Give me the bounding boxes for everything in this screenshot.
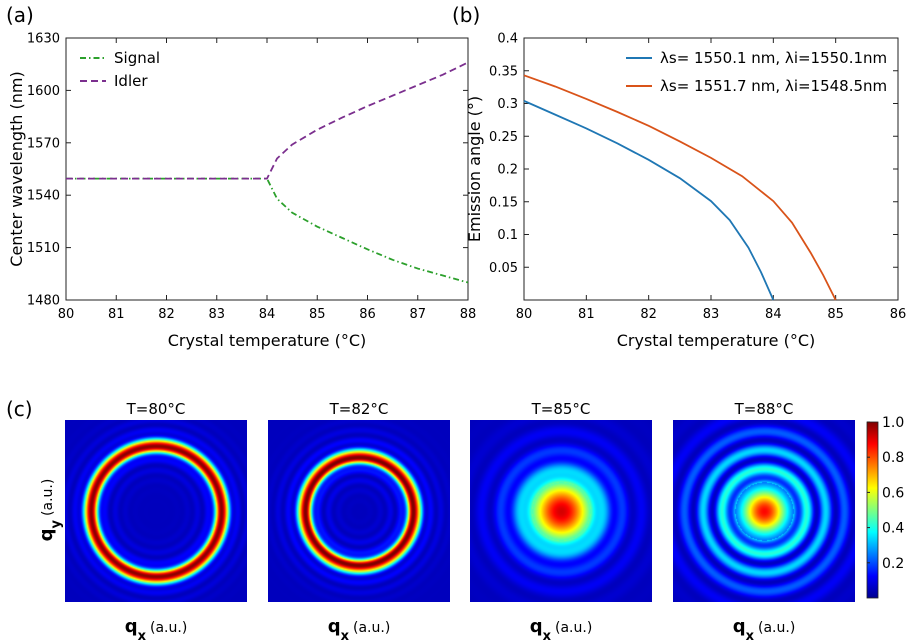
xlabel-unit: (a.u.)	[150, 620, 187, 636]
heatmap-image-2	[470, 420, 652, 602]
y-tick-label: 1480	[27, 294, 60, 309]
ylabel-sub: y	[49, 519, 64, 528]
heatmap-image-1	[268, 420, 450, 602]
heatmap-3: T=88°C qx (a.u.)	[673, 400, 855, 644]
heatmap-title-3: T=88°C	[734, 400, 794, 418]
chart-a-series	[66, 61, 469, 284]
svg-text:qy(a.u.): qy (a.u.)	[36, 479, 64, 542]
series-line-1	[66, 61, 469, 180]
xlabel-q: q	[530, 616, 543, 637]
heatmap-2: T=85°C qx (a.u.)	[470, 400, 652, 644]
heatmap-xlabel-2: qx (a.u.)	[530, 616, 593, 644]
chart-a-legend: Signal Idler	[80, 49, 160, 90]
colorbar	[866, 421, 879, 599]
heatmap-0: T=80°C qx (a.u.)	[65, 400, 247, 644]
heatmap-xlabel-3: qx (a.u.)	[733, 616, 796, 644]
y-tick-label: 0.3	[497, 97, 518, 112]
chart-c-ylabel: qy (a.u.)	[36, 479, 64, 542]
x-tick-label: 87	[409, 307, 426, 322]
chart-a-ylabel: Center wavelength (nm)	[7, 71, 26, 266]
x-tick-label: 81	[108, 307, 125, 322]
y-tick-label: 0.15	[489, 195, 518, 210]
colorbar-tick-label: 1.0	[882, 415, 904, 431]
heatmap-title-1: T=82°C	[329, 400, 389, 418]
x-tick-label: 82	[158, 307, 175, 322]
x-tick-label: 82	[640, 307, 657, 322]
heatmap-image-3	[673, 420, 855, 602]
chart-a: 80 81 82 83 84 85 86 87 88 1480 1510 1540 1570 1600 16…	[7, 32, 476, 351]
y-tick-label: 0.2	[497, 163, 518, 178]
y-tick-label: 0.35	[489, 64, 518, 79]
y-tick-label: 1600	[27, 84, 60, 99]
heatmap-title-2: T=85°C	[531, 400, 591, 418]
chart-b: 80 81 82 83 84 85 86 0.05 0.1 0.15 0.2 0.25 0.3 0.35 0…	[465, 32, 906, 351]
xlabel-q: q	[328, 616, 341, 637]
heatmap-xlabel-0: qx (a.u.)	[125, 616, 188, 644]
xlabel-sub: x	[746, 629, 755, 644]
series-line-0	[523, 100, 775, 301]
x-tick-label: 81	[578, 307, 595, 322]
y-tick-label: 1510	[27, 241, 60, 256]
xlabel-unit: (a.u.)	[758, 620, 795, 636]
series-line-1	[523, 74, 837, 301]
colorbar-tick-label: 0.4	[882, 521, 904, 537]
heatmap-title-0: T=80°C	[126, 400, 186, 418]
y-tick-label: 0.4	[497, 32, 518, 47]
chart-b-xlabel: Crystal temperature (°C)	[617, 331, 815, 350]
xlabel-sub: x	[138, 629, 147, 644]
colorbar-ticks: 0.2 0.4 0.6 0.8 1.0	[867, 415, 904, 572]
xlabel-unit: (a.u.)	[353, 620, 390, 636]
heatmap-xlabel-1: qx (a.u.)	[328, 616, 391, 644]
x-tick-label: 83	[703, 307, 720, 322]
legend-label-0: λs= 1550.1 nm, λi=1550.1nm	[660, 49, 887, 67]
chart-c: T=80°Cqx (a.u.)T=82°Cqx (a.u.)T=85°Cqx (a.u…	[36, 400, 904, 644]
x-tick-label: 83	[208, 307, 225, 322]
panel-label-b: (b)	[452, 3, 480, 27]
x-tick-label: 88	[460, 307, 477, 322]
x-tick-label: 85	[827, 307, 844, 322]
colorbar-tick-label: 0.2	[882, 556, 904, 572]
heatmap-image-0	[65, 420, 247, 602]
legend-label-0: Signal	[114, 49, 160, 67]
x-tick-label: 84	[259, 307, 276, 322]
x-tick-label: 86	[359, 307, 376, 322]
colorbar-tick-label: 0.6	[882, 485, 904, 501]
ylabel-q: q	[36, 528, 57, 541]
chart-b-ticks: 80 81 82 83 84 85 86 0.05 0.1 0.15 0.2 0.25 0.3 0.35 0…	[489, 32, 906, 323]
ylabel-unit: (a.u.)	[40, 479, 56, 516]
y-tick-label: 1630	[27, 32, 60, 47]
y-tick-label: 0.25	[489, 130, 518, 145]
y-tick-label: 1570	[27, 136, 60, 151]
legend-label-1: Idler	[114, 72, 148, 90]
chart-b-series	[523, 74, 837, 301]
chart-a-ticks: 80 81 82 83 84 85 86 87 88 1480 1510 1540 1570 1600 16…	[27, 32, 476, 323]
x-tick-label: 85	[309, 307, 326, 322]
x-tick-label: 80	[58, 307, 75, 322]
chart-a-xlabel: Crystal temperature (°C)	[168, 331, 366, 350]
xlabel-q: q	[125, 616, 138, 637]
chart-b-ylabel: Emission angle (°)	[465, 96, 484, 242]
y-tick-label: 0.1	[497, 228, 518, 243]
chart-c-maps: T=80°Cqx (a.u.)T=82°Cqx (a.u.)T=85°Cqx (a.u…	[65, 400, 855, 644]
xlabel-q: q	[733, 616, 746, 637]
x-tick-label: 86	[890, 307, 907, 322]
xlabel-unit: (a.u.)	[555, 620, 592, 636]
heatmap-1: T=82°C qx (a.u.)	[268, 400, 450, 644]
legend-label-1: λs= 1551.7 nm, λi=1548.5nm	[660, 77, 887, 95]
xlabel-sub: x	[543, 629, 552, 644]
xlabel-sub: x	[341, 629, 350, 644]
chart-b-legend: λs= 1550.1 nm, λi=1550.1nm λs= 1551.7 nm,…	[626, 49, 887, 95]
y-tick-label: 1540	[27, 189, 60, 204]
x-tick-label: 80	[516, 307, 533, 322]
x-tick-label: 84	[765, 307, 782, 322]
y-tick-label: 0.05	[489, 261, 518, 276]
colorbar-tick-label: 0.8	[882, 450, 904, 466]
panel-label-a: (a)	[6, 3, 34, 27]
series-line-0	[66, 177, 469, 284]
panel-label-c: (c)	[6, 397, 33, 421]
